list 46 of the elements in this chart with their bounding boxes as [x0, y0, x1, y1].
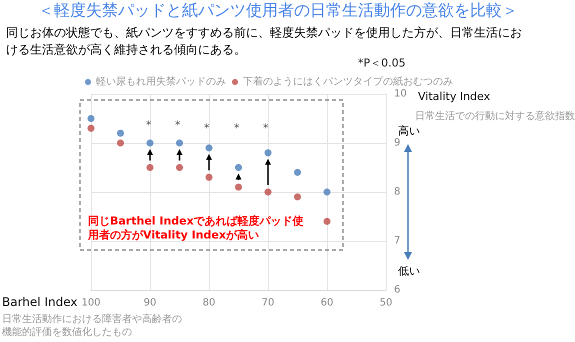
y-tick-label: 7	[394, 236, 400, 246]
point	[146, 164, 154, 171]
point	[294, 193, 301, 200]
point	[264, 149, 272, 156]
x-axis-title: Barhel Index	[2, 295, 78, 309]
x-tick-label: 60	[320, 298, 334, 308]
text: 高い	[398, 124, 420, 138]
chart-subtitle: 同じお体の状態でも、紙パンツをすすめる前に、軽度失禁パッドを使用した方が、日常生活における生活意欲が高く維持される傾向にある。	[6, 26, 522, 56]
point	[88, 115, 94, 122]
point	[235, 164, 242, 171]
point	[176, 164, 183, 171]
annotation: 同じBarthel Indexであれば軽度パッド使用者の方がVitality Indexが高い	[87, 214, 304, 242]
x-tick-label: 70	[262, 298, 274, 308]
point	[146, 140, 154, 146]
annotation: *	[234, 122, 240, 134]
y-tick-label: 10	[394, 88, 407, 100]
point	[324, 218, 330, 225]
y-tick-label: 9	[394, 138, 400, 148]
point	[264, 188, 272, 196]
text: *P＜0.05	[358, 56, 406, 70]
chart-title: ＜軽度失禁パッドと紙パンツ使用者の日常生活動作の意欲を比較＞	[38, 0, 518, 20]
annotation: *	[146, 118, 152, 132]
point	[206, 174, 212, 181]
x-tick-label: 50	[380, 298, 392, 308]
text: 日常生活動作における障害者や高齢者の機能的評価を数値化したもの	[2, 313, 182, 338]
text: 日常生活での行動に対する意欲指数	[415, 110, 575, 122]
point	[88, 124, 94, 132]
y-tick-label: 6	[394, 284, 400, 296]
x-tick-label: 90	[144, 298, 156, 308]
annotation: *	[263, 122, 269, 134]
point	[324, 188, 330, 196]
legend-label: 軽い尿もれ用失禁パッドのみ	[96, 76, 226, 88]
point	[206, 144, 212, 152]
point	[294, 168, 301, 176]
y-axis-title: Vitality Index	[418, 90, 491, 103]
point	[176, 140, 183, 146]
point	[235, 184, 242, 191]
text: 低い	[398, 264, 420, 278]
point	[117, 130, 124, 137]
y-tick-label: 8	[394, 186, 400, 198]
annotation: *	[204, 122, 210, 134]
x-tick-label: 80	[202, 298, 216, 308]
x-tick-label: 100	[81, 298, 101, 308]
point	[117, 140, 124, 146]
legend-label: 下着のようにはくパンツタイプの紙おむつのみ	[243, 76, 453, 88]
annotation: *	[175, 118, 181, 132]
